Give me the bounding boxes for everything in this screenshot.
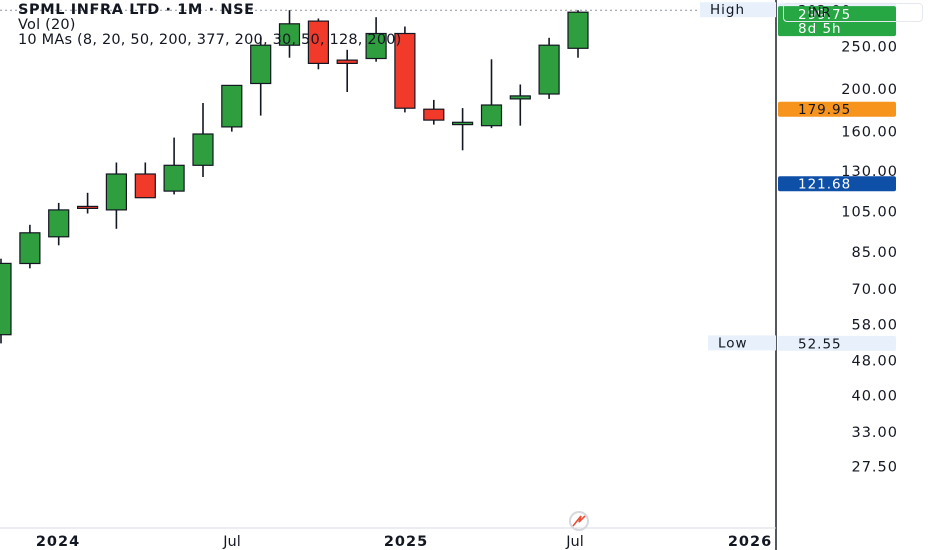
price-axis-tick: 160.00 [841, 125, 898, 141]
candle-body[interactable] [19, 232, 41, 265]
time-axis-tick: 2024 [36, 534, 80, 550]
candle-body[interactable] [48, 209, 70, 238]
candle-body[interactable] [134, 173, 156, 199]
price-axis-tick: 200.00 [841, 82, 898, 98]
price-axis-tick: 48.00 [851, 354, 898, 370]
time-axis-tick: Jul [565, 534, 584, 550]
tradingview-logo-icon [569, 511, 589, 531]
price-axis-tick: 250.00 [841, 40, 898, 56]
volume-indicator-label[interactable]: Vol (20) [18, 17, 76, 33]
candle-body[interactable] [278, 23, 301, 46]
price-axis-tick: 40.00 [851, 388, 898, 404]
orange-price-label-value: 179.95 [798, 102, 851, 118]
time-axis-tick: Jul [222, 534, 241, 550]
price-axis-tick: 85.00 [851, 245, 898, 261]
candle-body[interactable] [163, 164, 185, 192]
low-label-box [708, 335, 776, 351]
time-axis-tick: 2025 [384, 534, 428, 550]
currency-selector[interactable]: INR [783, 3, 923, 22]
blue-price-label-value: 121.68 [798, 177, 851, 193]
price-axis-tick: 27.50 [851, 460, 898, 476]
blue-price-label-box[interactable] [778, 176, 896, 192]
candle-body[interactable] [538, 44, 560, 95]
candle-body[interactable] [0, 262, 12, 336]
price-axis-tick: 70.00 [851, 282, 898, 298]
high-label-box [700, 2, 776, 18]
candle-body[interactable] [423, 108, 445, 121]
candle-body[interactable] [567, 11, 589, 49]
price-axis-tick: 33.00 [851, 425, 898, 441]
bar-countdown: 8d 5h [798, 21, 842, 37]
candle-body[interactable] [192, 133, 214, 166]
candle-body[interactable] [76, 205, 99, 209]
candle-body[interactable] [480, 104, 503, 127]
symbol-title[interactable]: SPML INFRA LTD · 1M · NSE [18, 2, 255, 18]
candle-body[interactable] [336, 59, 358, 64]
price-axis-tick: 105.00 [841, 205, 898, 221]
candle-body[interactable] [221, 84, 243, 128]
candle-body[interactable] [307, 20, 329, 64]
tradingview-logo-bolt-icon [572, 515, 586, 527]
candle-body[interactable] [105, 173, 128, 211]
orange-price-label-box[interactable] [778, 101, 896, 117]
time-axis-tick: 2026 [728, 534, 772, 550]
last-price-value: 299.75 [798, 7, 851, 23]
low-price-label-value: 52.55 [798, 336, 842, 352]
candle-body[interactable] [365, 32, 387, 60]
candle-body[interactable] [394, 32, 416, 109]
moving-averages-label[interactable]: 10 MAs (8, 20, 50, 200, 377, 200, 30, 50… [18, 32, 402, 48]
candle-body[interactable] [250, 44, 272, 85]
price-axis-tick: 58.00 [851, 318, 898, 334]
candle-body[interactable] [509, 95, 531, 100]
low-label: Low [718, 335, 748, 351]
price-axis-tick: 130.00 [841, 164, 898, 180]
low-price-label-box[interactable] [778, 335, 896, 351]
candle-body[interactable] [452, 121, 474, 126]
high-label: High [710, 2, 745, 18]
